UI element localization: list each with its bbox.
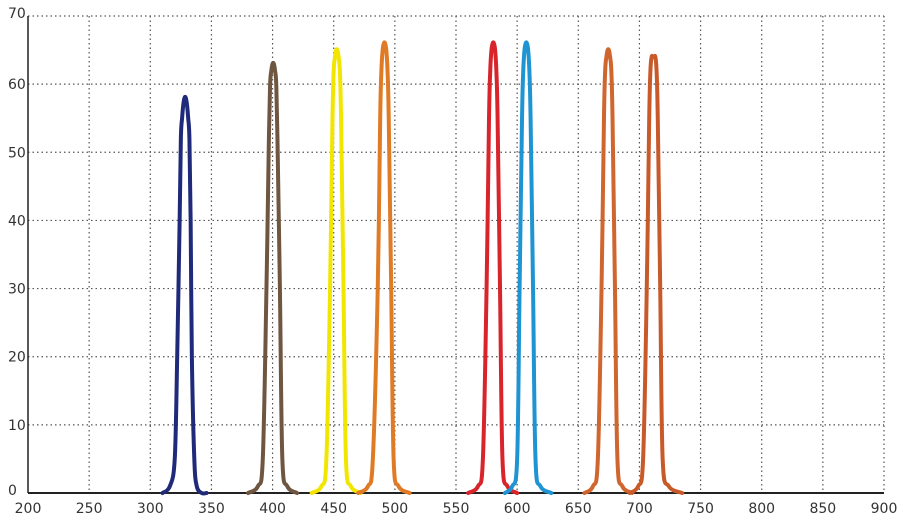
y-tick-label-50: 50 <box>8 145 26 161</box>
x-tick-label-250: 250 <box>76 501 103 517</box>
ticks-layer: 200 250 300 350 400 450 500 550 600 650 700 750 800 8… <box>8 6 897 517</box>
y-tick-label-0: 0 <box>8 483 17 499</box>
y-tick-label-40: 40 <box>8 213 26 229</box>
x-tick-label-750: 750 <box>687 501 714 517</box>
x-tick-label-350: 350 <box>198 501 225 517</box>
series-line-5 <box>466 40 520 495</box>
series-line-3 <box>309 47 363 495</box>
series-line-1 <box>160 94 209 496</box>
x-tick-label-300: 300 <box>137 501 164 517</box>
x-tick-label-400: 400 <box>259 501 286 517</box>
y-tick-label-10: 10 <box>8 418 26 434</box>
grid-layer <box>28 16 884 493</box>
series-line-6 <box>502 40 554 495</box>
x-tick-label-800: 800 <box>748 501 775 517</box>
axes-layer <box>27 15 885 494</box>
series-line-8 <box>627 53 685 495</box>
series-layer <box>160 40 685 496</box>
y-tick-label-70: 70 <box>8 6 26 22</box>
series-line-7 <box>582 47 635 495</box>
x-tick-label-450: 450 <box>320 501 347 517</box>
y-tick-label-20: 20 <box>8 350 26 366</box>
x-tick-label-700: 700 <box>626 501 653 517</box>
series-line-2 <box>246 60 300 495</box>
y-tick-label-30: 30 <box>8 282 26 298</box>
x-tick-label-500: 500 <box>381 501 408 517</box>
x-tick-label-850: 850 <box>809 501 836 517</box>
y-tick-label-60: 60 <box>8 77 26 93</box>
x-tick-label-600: 600 <box>504 501 531 517</box>
x-tick-label-550: 550 <box>443 501 470 517</box>
x-tick-label-900: 900 <box>871 501 898 517</box>
x-tick-label-200: 200 <box>15 501 42 517</box>
series-line-4 <box>356 40 412 495</box>
x-tick-label-650: 650 <box>565 501 592 517</box>
